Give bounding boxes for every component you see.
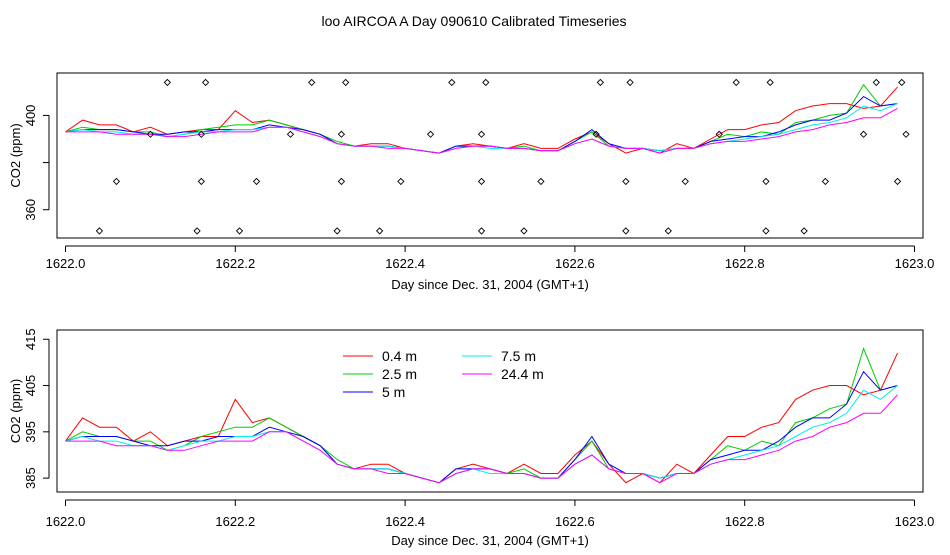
marker-point — [112, 177, 121, 186]
marker-point — [681, 177, 689, 186]
marker-point — [197, 130, 205, 138]
marker-point — [375, 227, 384, 235]
marker-point — [252, 177, 261, 186]
marker-point — [732, 78, 740, 87]
marker-point — [592, 130, 600, 138]
bottom-panel: 1622.0 1622.2 1622.4 1622.6 1622.8 1623.0 Day … — [8, 328, 934, 548]
x-tick-label: 1622.8 — [725, 256, 765, 271]
x-tick-label: 1622.4 — [385, 514, 425, 529]
x-tick-label: 1622.8 — [725, 514, 765, 529]
marker-point — [482, 78, 490, 87]
legend-label: 0.4 m — [382, 348, 417, 364]
series-lines — [65, 83, 898, 154]
legend-label: 2.5 m — [382, 366, 417, 382]
marker-point — [800, 227, 808, 235]
top-panel: 1622.0 1622.2 1622.4 1622.6 1622.8 1623.0 Day … — [8, 72, 935, 292]
y-axis-label: CO2 (ppm) — [8, 379, 23, 443]
y-axis-label: CO2 (ppm) — [8, 123, 23, 187]
marker-point — [95, 227, 104, 235]
marker-point — [898, 78, 906, 87]
series-line-24-4-m — [65, 394, 898, 484]
marker-point — [201, 78, 210, 87]
marker-point — [163, 78, 172, 87]
marker-point — [893, 177, 902, 186]
series-line-2-5-m — [65, 347, 898, 484]
legend-label: 5 m — [382, 384, 405, 400]
marker-point — [537, 177, 545, 186]
marker-point — [448, 78, 456, 87]
y-tick-label: 405 — [23, 375, 38, 397]
marker-point — [762, 227, 770, 235]
marker-point — [337, 177, 346, 186]
x-tick-label: 1622.2 — [215, 256, 255, 271]
plot-frame — [56, 72, 924, 239]
marker-points — [95, 78, 910, 235]
page-title: loo AIRCOA A Day 090610 Calibrated Times… — [321, 13, 626, 29]
marker-point — [626, 78, 634, 87]
marker-point — [308, 78, 316, 87]
marker-point — [397, 177, 405, 186]
marker-point — [286, 130, 295, 138]
marker-point — [337, 130, 346, 138]
marker-point — [193, 227, 201, 235]
y-tick-label: 395 — [23, 421, 38, 443]
marker-point — [859, 130, 868, 138]
y-tick-label: 360 — [23, 199, 38, 221]
marker-point — [146, 130, 155, 138]
marker-point — [821, 177, 829, 186]
marker-point — [766, 78, 774, 87]
x-tick-label: 1623.0 — [895, 256, 935, 271]
x-tick-label: 1622.2 — [215, 514, 255, 529]
x-tick-label: 1622.0 — [46, 514, 86, 529]
marker-point — [902, 130, 910, 138]
x-tick-label: 1622.4 — [385, 256, 425, 271]
marker-point — [762, 177, 770, 186]
y-tick-label: 385 — [23, 467, 38, 489]
marker-point — [622, 177, 630, 186]
marker-point — [520, 227, 528, 235]
series-lines — [65, 347, 898, 484]
series-line-0-4-m — [65, 86, 898, 154]
legend-label: 24.4 m — [501, 366, 544, 382]
marker-point — [426, 130, 435, 138]
marker-point — [235, 227, 244, 235]
plot-frame — [56, 329, 924, 493]
x-tick-label: 1623.0 — [895, 514, 935, 529]
legend: 0.4 m 2.5 m 5 m 7.5 m 24.4 m — [343, 348, 544, 400]
legend-label: 7.5 m — [501, 348, 536, 364]
y-tick-label: 400 — [23, 105, 38, 127]
marker-point — [477, 130, 486, 138]
marker-point — [872, 78, 880, 87]
marker-point — [664, 227, 672, 235]
marker-point — [333, 227, 341, 235]
series-line-7-5-m — [65, 385, 898, 484]
x-tick-label: 1622.6 — [555, 514, 595, 529]
marker-point — [715, 130, 723, 138]
x-axis-label: Day since Dec. 31, 2004 (GMT+1) — [391, 277, 589, 292]
marker-point — [477, 227, 486, 235]
marker-point — [197, 177, 205, 186]
series-line-0-4-m — [65, 352, 898, 484]
x-axis-label: Day since Dec. 31, 2004 (GMT+1) — [391, 533, 589, 548]
x-tick-label: 1622.6 — [555, 256, 595, 271]
marker-point — [622, 227, 630, 235]
series-line-2-5-m — [65, 83, 898, 154]
marker-point — [596, 78, 605, 87]
x-tick-label: 1622.0 — [46, 256, 86, 271]
series-line-7-5-m — [65, 103, 898, 154]
marker-point — [342, 78, 350, 87]
marker-point — [477, 177, 486, 186]
y-tick-label: 415 — [23, 328, 38, 350]
